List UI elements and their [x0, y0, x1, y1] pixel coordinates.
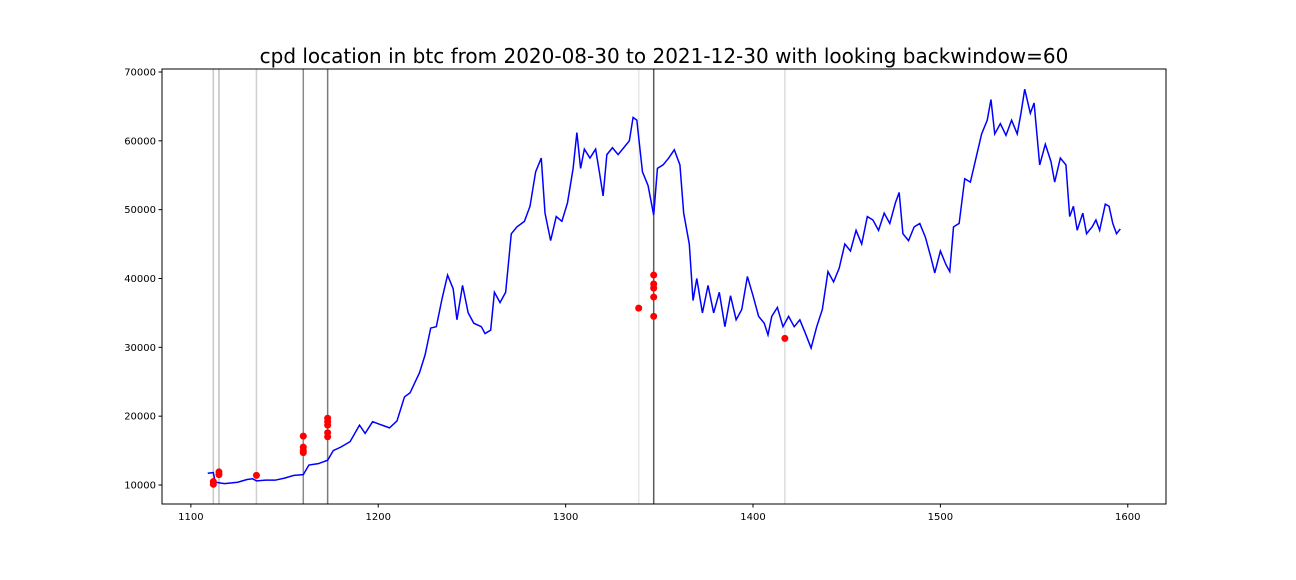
y-tick-label: 70000 — [124, 68, 156, 79]
change-point — [209, 478, 217, 486]
change-point — [324, 421, 332, 429]
change-point — [650, 271, 658, 279]
x-tick-label: 1500 — [928, 512, 953, 523]
change-point — [781, 334, 789, 342]
x-tick-label: 1400 — [740, 512, 765, 523]
x-tick-label: 1300 — [553, 512, 578, 523]
change-point — [650, 284, 658, 292]
y-tick-label: 20000 — [124, 412, 156, 423]
x-tick-label: 1200 — [366, 512, 391, 523]
change-point — [252, 471, 260, 479]
y-tick-label: 30000 — [124, 343, 156, 354]
change-point — [635, 304, 643, 312]
change-point — [650, 293, 658, 301]
chart-title: cpd location in btc from 2020-08-30 to 2… — [260, 44, 1069, 68]
change-point — [299, 449, 307, 457]
y-tick-label: 40000 — [124, 274, 156, 285]
change-point — [299, 432, 307, 440]
y-tick-label: 10000 — [124, 481, 156, 492]
y-tick-label: 60000 — [124, 136, 156, 147]
change-point — [215, 468, 223, 476]
plot-frame — [161, 68, 1167, 505]
change-point — [650, 312, 658, 320]
x-tick-label: 1600 — [1115, 512, 1140, 523]
price-line — [207, 89, 1121, 485]
y-tick-label: 50000 — [124, 205, 156, 216]
x-tick-label: 1100 — [178, 512, 203, 523]
change-point — [324, 433, 332, 441]
